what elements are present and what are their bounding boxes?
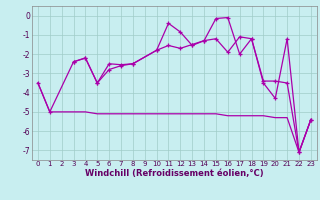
X-axis label: Windchill (Refroidissement éolien,°C): Windchill (Refroidissement éolien,°C) bbox=[85, 169, 264, 178]
